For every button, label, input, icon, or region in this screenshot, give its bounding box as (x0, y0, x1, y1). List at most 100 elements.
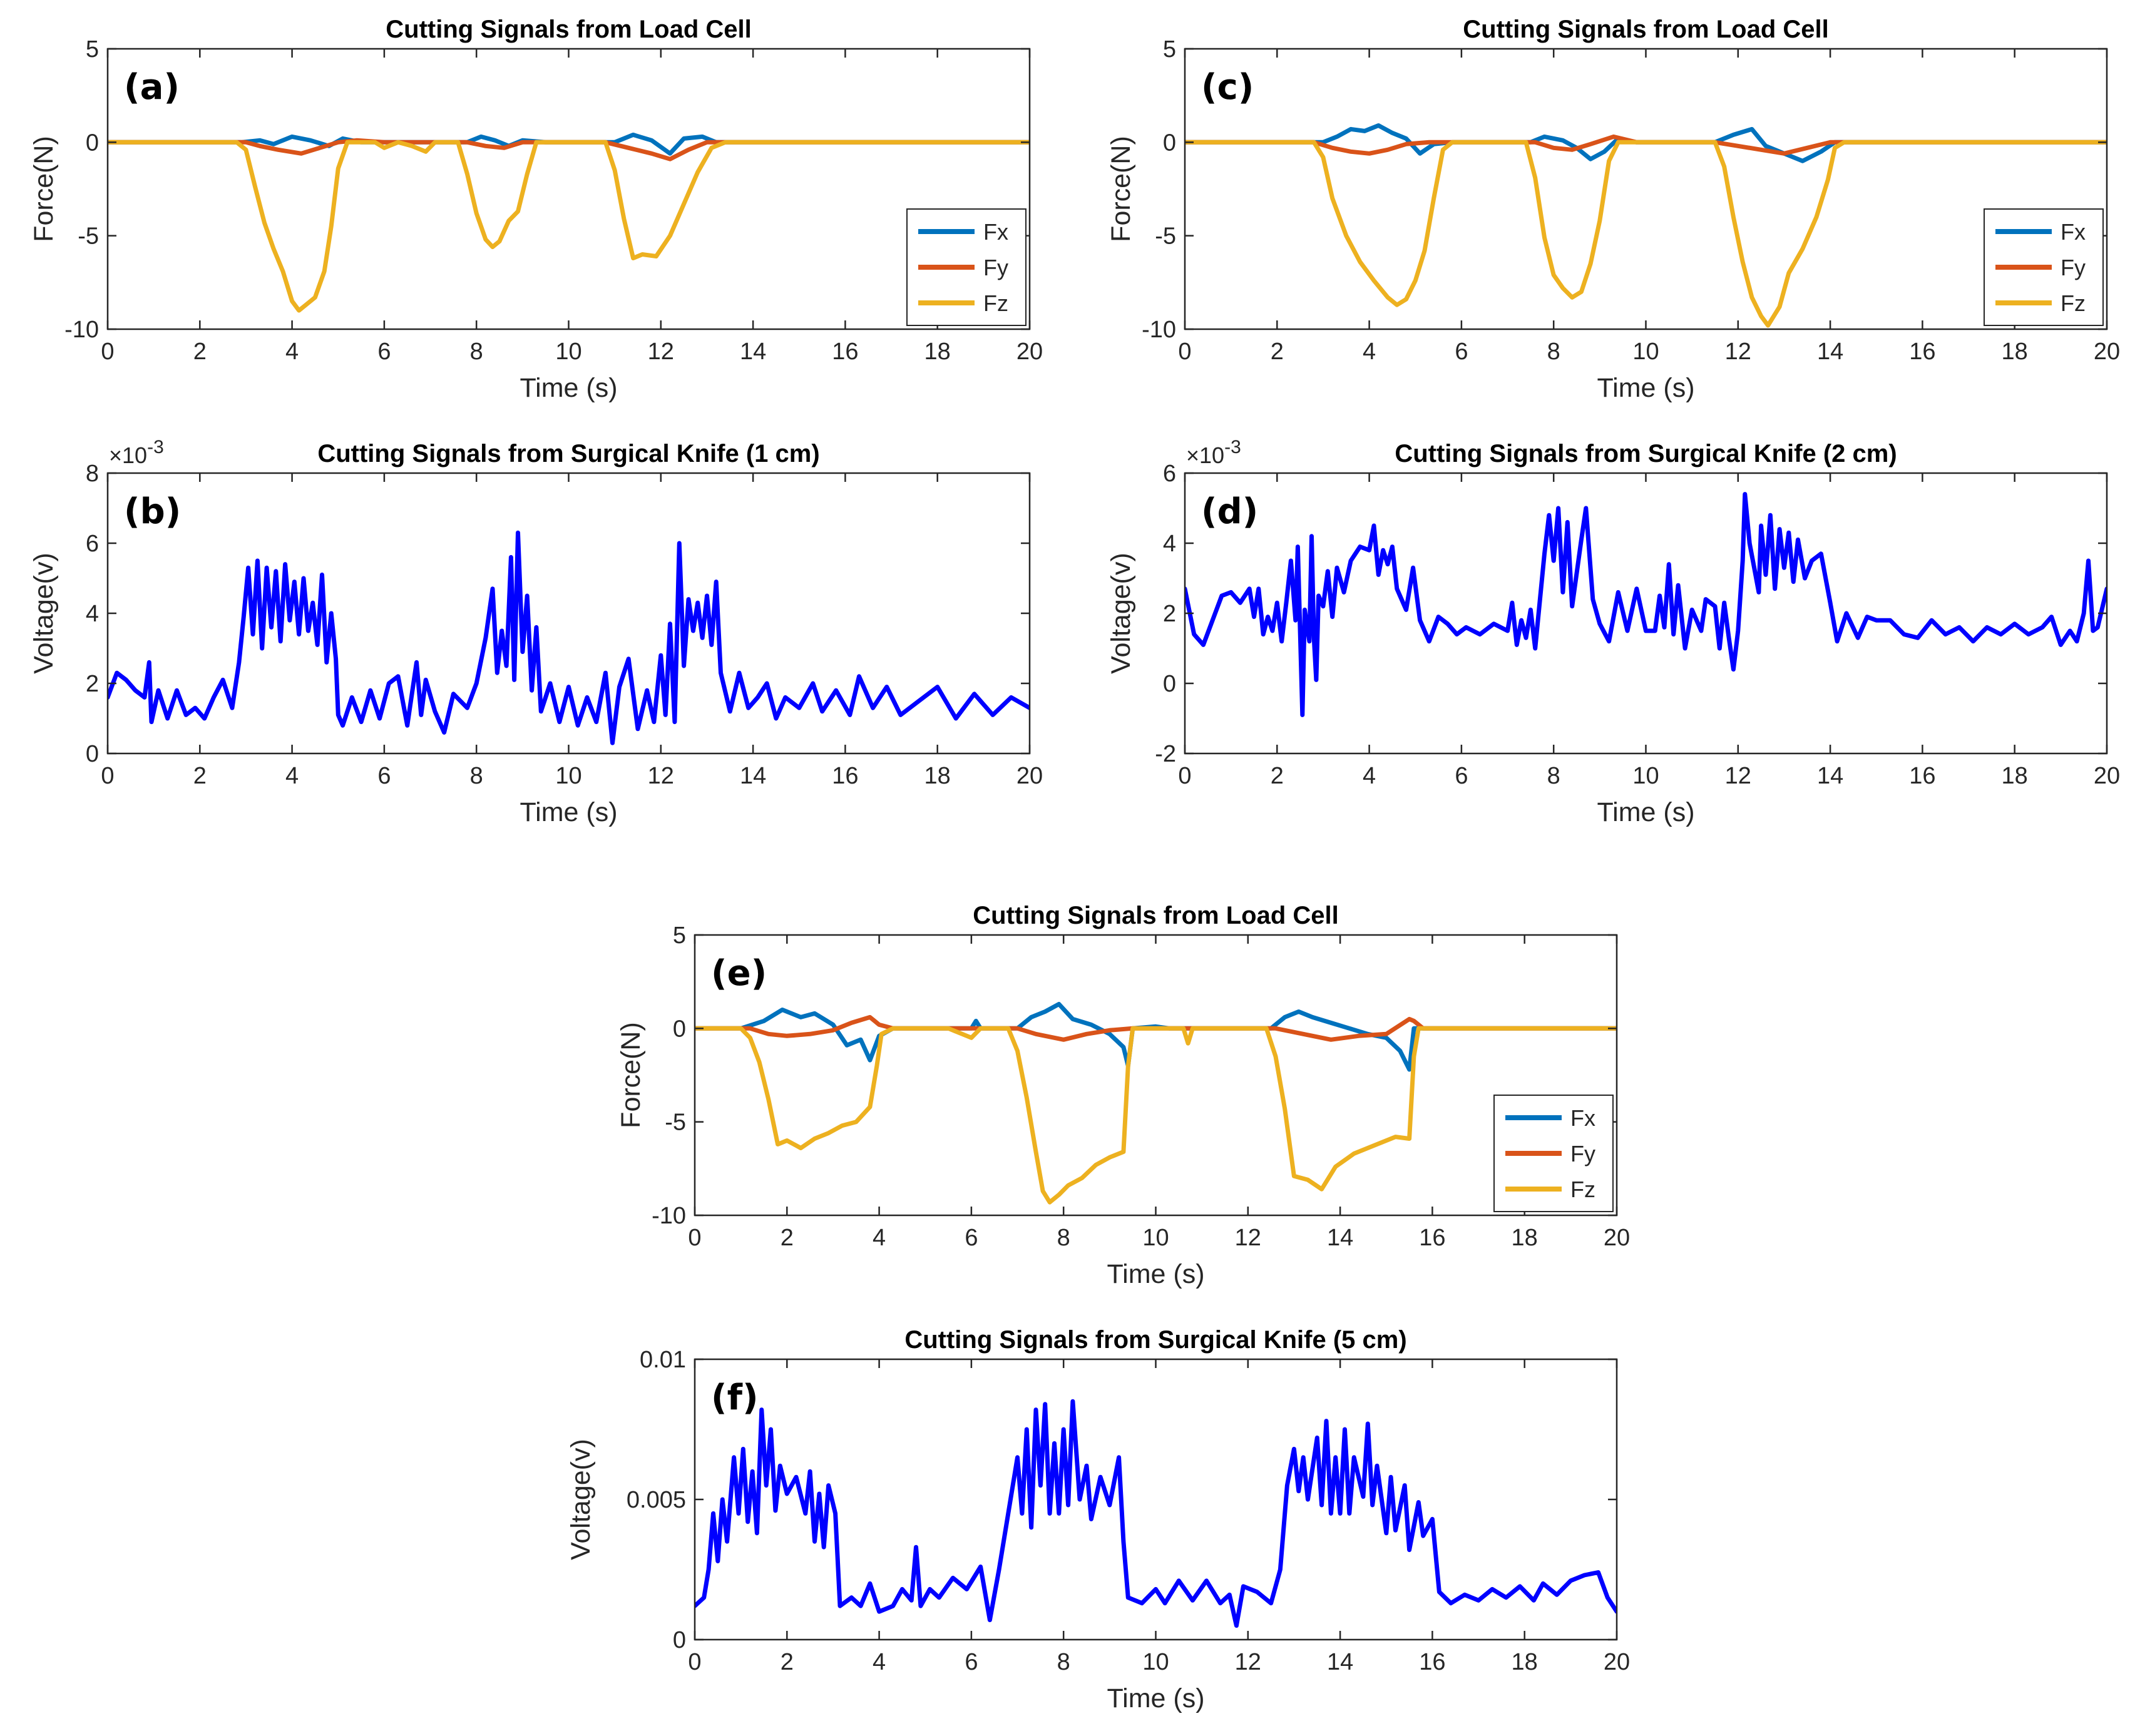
legend-label-fz: Fz (2061, 290, 2086, 316)
series-line-fx (695, 1002, 1617, 1072)
x-tick-label: 12 (1725, 339, 1751, 365)
series-line-fy (695, 1014, 1617, 1042)
x-tick-label: 14 (1327, 1649, 1353, 1675)
x-tick-label: 18 (2002, 339, 2028, 365)
x-tick-label: 4 (873, 1225, 886, 1251)
x-tick-label: 8 (1547, 339, 1560, 365)
x-tick-label: 6 (965, 1225, 978, 1251)
y-tick-label: -10 (652, 1203, 686, 1229)
x-tick-label: 18 (2002, 763, 2028, 789)
legend-label-fz: Fz (983, 290, 1008, 316)
y-tick-label: 2 (1163, 601, 1176, 627)
x-tick-label: 2 (781, 1225, 794, 1251)
exponent-base: ×10 (109, 442, 147, 468)
legend: Fx Fy Fz (1493, 1095, 1614, 1212)
x-tick-label: 8 (470, 763, 483, 789)
x-tick-label: 8 (1057, 1225, 1070, 1251)
y-tick-label: 0 (86, 741, 99, 767)
chart-f: 0 2 4 6 8 10 12 14 16 18 20 0 0.005 0.01 Cutting Signa… (566, 1326, 1630, 1713)
y-tick-label: -5 (665, 1110, 686, 1136)
panel-label: (a) (124, 67, 180, 108)
x-tick-label: 14 (1327, 1225, 1353, 1251)
y-tick-label: 0 (673, 1016, 686, 1042)
chart-title: Cutting Signals from Surgical Knife (5 c… (904, 1326, 1406, 1354)
series-line-fy (108, 138, 1030, 161)
series-line-fz (108, 140, 1030, 313)
chart-c: 0 2 4 6 8 10 12 14 16 18 20 -10 -5 0 5 Cutting Signals … (1106, 16, 2120, 403)
y-tick-label: -5 (78, 223, 99, 250)
chart-title: Cutting Signals from Surgical Knife (2 c… (1395, 440, 1897, 467)
x-tick-label: 6 (1455, 763, 1468, 789)
x-tick-label: 6 (377, 339, 391, 365)
x-tick-label: 20 (1604, 1649, 1630, 1675)
y-tick-label: -2 (1155, 741, 1176, 767)
y-exponent-label: ×10-3 (109, 437, 164, 468)
x-axis-label: Time (s) (520, 797, 617, 827)
plot-area (108, 49, 1030, 329)
x-tick-label: 0 (101, 339, 114, 365)
x-tick-label: 14 (740, 339, 766, 365)
x-tick-label: 10 (1632, 339, 1659, 365)
x-tick-label: 12 (648, 339, 674, 365)
plot-area (1185, 49, 2107, 329)
y-tick-label: 8 (86, 461, 99, 487)
y-tick-label: -10 (1142, 317, 1176, 343)
y-tick-label: 5 (673, 922, 686, 949)
y-tick-label: 0 (86, 130, 99, 156)
x-tick-label: 16 (1419, 1225, 1445, 1251)
x-tick-label: 20 (1604, 1225, 1630, 1251)
x-tick-label: 10 (1142, 1225, 1169, 1251)
y-tick-label: 6 (1163, 461, 1176, 487)
x-tick-label: 16 (1419, 1649, 1445, 1675)
x-tick-label: 16 (832, 339, 858, 365)
x-tick-label: 20 (2094, 763, 2120, 789)
x-tick-label: 14 (740, 763, 766, 789)
x-tick-label: 18 (1512, 1225, 1538, 1251)
y-tick-label: 5 (1163, 36, 1176, 63)
x-tick-label: 8 (1057, 1649, 1070, 1675)
x-axis-label: Time (s) (1107, 1683, 1204, 1713)
chart-title: Cutting Signals from Surgical Knife (1 c… (317, 440, 819, 467)
x-tick-label: 2 (193, 339, 207, 365)
x-axis-label: Time (s) (520, 373, 617, 403)
series-line-fy (1185, 134, 2107, 156)
x-tick-label: 0 (688, 1649, 701, 1675)
exponent-power: -3 (1224, 437, 1241, 457)
exponent-base: ×10 (1186, 442, 1224, 468)
x-tick-label: 8 (470, 339, 483, 365)
panel-label: (c) (1201, 67, 1254, 108)
panel-label: (f) (711, 1377, 759, 1418)
x-tick-label: 0 (1178, 339, 1191, 365)
x-tick-label: 18 (924, 763, 951, 789)
x-tick-label: 10 (1142, 1649, 1169, 1675)
legend: Fx Fy Fz (1984, 208, 2104, 326)
chart-e: 0 2 4 6 8 10 12 14 16 18 20 -10 -5 0 5 Cutting Signals … (616, 902, 1630, 1289)
x-tick-label: 12 (1235, 1225, 1261, 1251)
legend-label-fx: Fx (983, 219, 1008, 245)
plot-area (695, 935, 1617, 1215)
series-line-fz (1185, 140, 2107, 328)
legend-label-fy: Fy (1570, 1141, 1595, 1167)
y-exponent-label: ×10-3 (1186, 437, 1241, 468)
chart-a: 0 2 4 6 8 10 12 14 16 18 20 -10 -5 0 5 Cutting Signals … (29, 16, 1043, 403)
y-axis-label: Voltage(v) (1106, 553, 1136, 674)
x-tick-label: 0 (1178, 763, 1191, 789)
x-tick-label: 2 (193, 763, 207, 789)
legend-label-fy: Fy (983, 255, 1008, 280)
chart-title: Cutting Signals from Load Cell (973, 902, 1338, 929)
y-tick-label: 4 (86, 601, 99, 627)
x-tick-label: 0 (688, 1225, 701, 1251)
x-tick-label: 0 (101, 763, 114, 789)
exponent-power: -3 (147, 437, 164, 457)
legend-label-fy: Fy (2061, 255, 2086, 280)
y-axis-label: Force(N) (616, 1022, 646, 1128)
chart-b: 0 2 4 6 8 10 12 14 16 18 20 0 2 4 6 8 Cutting Signals fr… (29, 437, 1043, 827)
series-line-fx (108, 132, 1030, 156)
x-tick-label: 8 (1547, 763, 1560, 789)
series-line-voltage (108, 530, 1030, 745)
y-tick-label: 0.005 (627, 1487, 686, 1513)
panel-label: (d) (1201, 491, 1258, 532)
x-axis-label: Time (s) (1597, 373, 1694, 403)
x-tick-label: 6 (377, 763, 391, 789)
